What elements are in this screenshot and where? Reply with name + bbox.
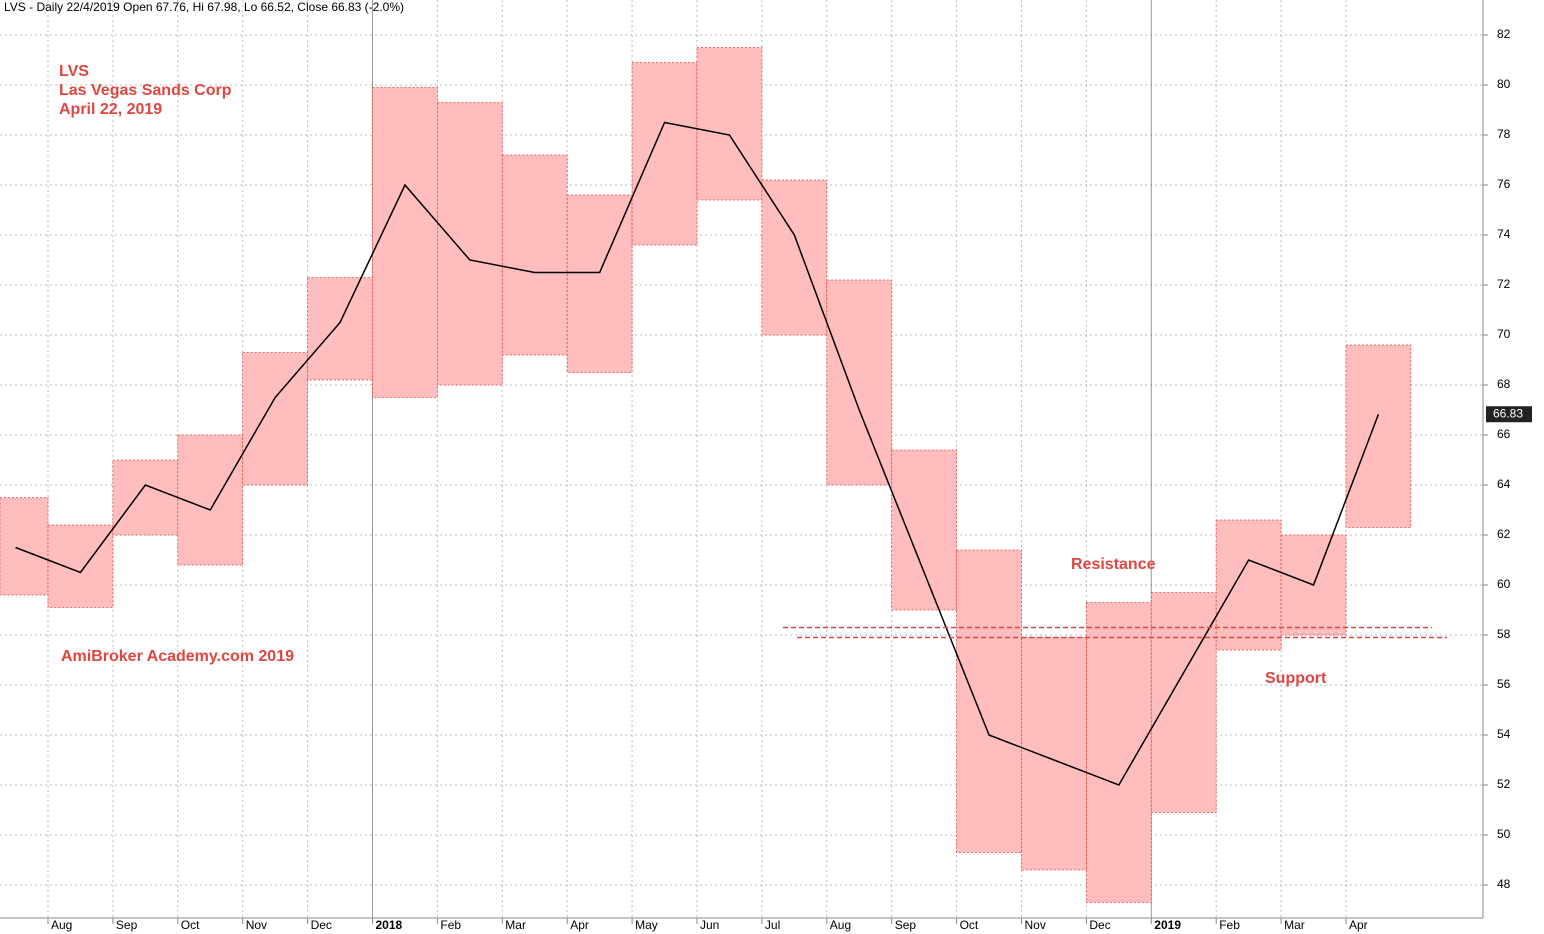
annotation: Support (1265, 670, 1327, 687)
range-box (112, 459, 179, 536)
range-box (891, 449, 958, 611)
range-box (1150, 592, 1217, 813)
price-tag (1486, 406, 1532, 423)
range-box (501, 154, 568, 356)
x-tick-label: Feb (440, 918, 461, 932)
x-tick-label: Jun (700, 918, 719, 932)
annotation: Las Vegas Sands Corp (59, 82, 232, 99)
y-tick-label: 58 (1497, 627, 1511, 641)
range-box (826, 279, 893, 486)
close-line (15, 121, 1380, 786)
x-tick-label: Jul (765, 918, 780, 932)
y-tick-label: 64 (1497, 477, 1511, 491)
x-tick-label: Aug (51, 918, 72, 932)
x-tick-label: Mar (505, 918, 526, 932)
range-box (761, 179, 828, 336)
y-tick-label: 82 (1497, 27, 1511, 41)
x-tick-label: Nov (246, 918, 267, 932)
range-box (1021, 637, 1087, 871)
range-box (177, 434, 244, 566)
y-tick-label: 70 (1497, 327, 1511, 341)
x-tick-label: Feb (1219, 918, 1240, 932)
x-tick-label: Dec (1089, 918, 1110, 932)
y-tick-label: 54 (1497, 727, 1511, 741)
x-tick-label: Nov (1025, 918, 1046, 932)
x-tick-label: Mar (1284, 918, 1305, 932)
x-tick-label: Oct (960, 918, 979, 932)
x-tick-label: Sep (116, 918, 138, 932)
y-tick-label: 52 (1497, 777, 1511, 791)
y-tick-label: 62 (1497, 527, 1511, 541)
header: LVS - Daily 22/4/2019 Open 67.76, Hi 67.… (4, 0, 404, 14)
annotation: April 22, 2019 (59, 101, 162, 118)
range-box (307, 277, 373, 381)
y-tick-label: 66 (1497, 427, 1511, 441)
x-tick-label: Apr (1349, 918, 1368, 932)
x-tick-label: Dec (311, 918, 332, 932)
range-box (631, 62, 698, 246)
range-box (0, 497, 49, 596)
range-box (436, 102, 503, 386)
y-tick-label: 78 (1497, 127, 1511, 141)
y-tick-label: 50 (1497, 827, 1511, 841)
range-box (372, 87, 438, 398)
y-tick-label: 68 (1497, 377, 1511, 391)
y-tick-label: 74 (1497, 227, 1511, 241)
y-tick-label: 48 (1497, 877, 1511, 891)
x-tick-label: Sep (895, 918, 917, 932)
annotation: Resistance (1071, 556, 1156, 573)
x-tick-label: Oct (181, 918, 200, 932)
range-box (47, 524, 114, 608)
annotation: LVS (59, 63, 89, 80)
range-box (696, 47, 763, 201)
x-tick-label: Apr (570, 918, 589, 932)
x-tick-label: 2019 (1154, 918, 1181, 932)
x-tick-label: Aug (830, 918, 851, 932)
annotation: AmiBroker Academy.com 2019 (61, 648, 294, 665)
x-tick-label: May (635, 918, 658, 932)
range-box (1086, 602, 1152, 903)
price-tag-label: 66.83 (1493, 406, 1523, 420)
y-tick-label: 60 (1497, 577, 1511, 591)
range-box (956, 549, 1022, 853)
range-box (242, 352, 308, 486)
x-tick-label: 2018 (376, 918, 403, 932)
range-box (1215, 519, 1282, 651)
range-box (1345, 344, 1412, 528)
y-tick-label: 56 (1497, 677, 1511, 691)
range-box (566, 194, 633, 373)
y-tick-label: 80 (1497, 77, 1511, 91)
y-tick-label: 72 (1497, 277, 1511, 291)
y-tick-label: 76 (1497, 177, 1511, 191)
